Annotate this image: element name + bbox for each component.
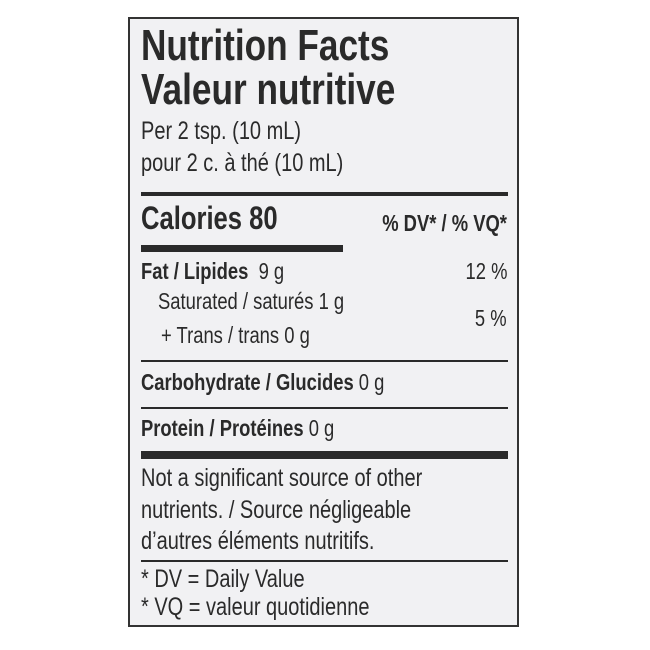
nutrient-saturated: Saturated / saturés 1 g [158, 290, 344, 313]
nutrient-amount: 9 g [258, 258, 285, 284]
dv-header: % DV* / % VQ* [382, 210, 507, 236]
nutrient-amount: 0 g [358, 369, 385, 395]
nutrient-trans: + Trans / trans 0 g [161, 324, 310, 347]
nutrition-facts-label: Nutrition Facts Valeur nutritive Per 2 t… [128, 17, 519, 627]
nutrient-dv: 12 % [465, 258, 507, 284]
divider [141, 407, 508, 409]
nutrient-name: Fat / Lipides [141, 258, 249, 284]
footnote-dv: * DV = Daily Value [141, 565, 305, 593]
thick-divider [141, 451, 508, 459]
note-line: d’autres éléments nutritifs. [141, 527, 375, 555]
divider [141, 360, 508, 362]
nutrient-dv: 5 % [475, 305, 507, 331]
nutrient-name: + Trans / trans [161, 322, 280, 348]
nutrient-amount: 0 g [284, 322, 310, 348]
nutrient-protein: Protein / Protéines 0 g [141, 417, 334, 440]
note-line: Not a significant source of other [141, 464, 423, 492]
thick-divider [141, 245, 343, 252]
nutrient-fat: Fat / Lipides 9 g [141, 260, 284, 283]
divider [141, 560, 508, 562]
nutrient-carbohydrate: Carbohydrate / Glucides 0 g [141, 371, 384, 394]
divider [141, 192, 508, 196]
calories: Calories 80 [141, 200, 278, 236]
nutrient-amount: 1 g [318, 288, 345, 314]
serving-size-en: Per 2 tsp. (10 mL) [141, 117, 302, 145]
nutrient-name: Saturated / saturés [158, 288, 314, 314]
title-en: Nutrition Facts [141, 21, 390, 70]
nutrient-amount: 0 g [308, 415, 335, 441]
serving-size-fr: pour 2 c. à thé (10 mL) [141, 149, 344, 177]
note-line: nutrients. / Source négligeable [141, 496, 412, 524]
title-fr: Valeur nutritive [141, 65, 396, 114]
nutrient-name: Carbohydrate / Glucides [141, 369, 354, 395]
nutrient-name: Protein / Protéines [141, 415, 304, 441]
footnote-vq: * VQ = valeur quotidienne [141, 593, 370, 621]
